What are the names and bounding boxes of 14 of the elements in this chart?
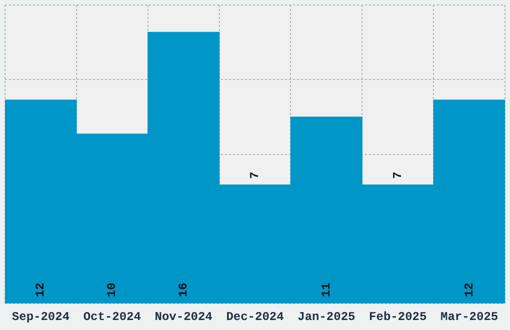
data-label: 12 (34, 282, 48, 298)
x-tick-label: Oct-2024 (83, 310, 141, 324)
x-tick-label: Sep-2024 (12, 310, 70, 324)
data-label: 7 (390, 172, 405, 179)
data-label: 16 (176, 282, 191, 298)
x-tick-label: Mar-2025 (440, 310, 498, 324)
data-label: 12 (462, 282, 476, 298)
x-tick-label: Jan-2025 (298, 310, 356, 324)
x-tick-label: Nov-2024 (154, 310, 212, 324)
x-tick-label: Feb-2025 (369, 310, 427, 324)
data-label: 7 (248, 172, 262, 179)
data-label: 11 (319, 282, 334, 298)
data-label: 10 (105, 282, 120, 298)
x-tick-label: Dec-2024 (226, 310, 284, 324)
